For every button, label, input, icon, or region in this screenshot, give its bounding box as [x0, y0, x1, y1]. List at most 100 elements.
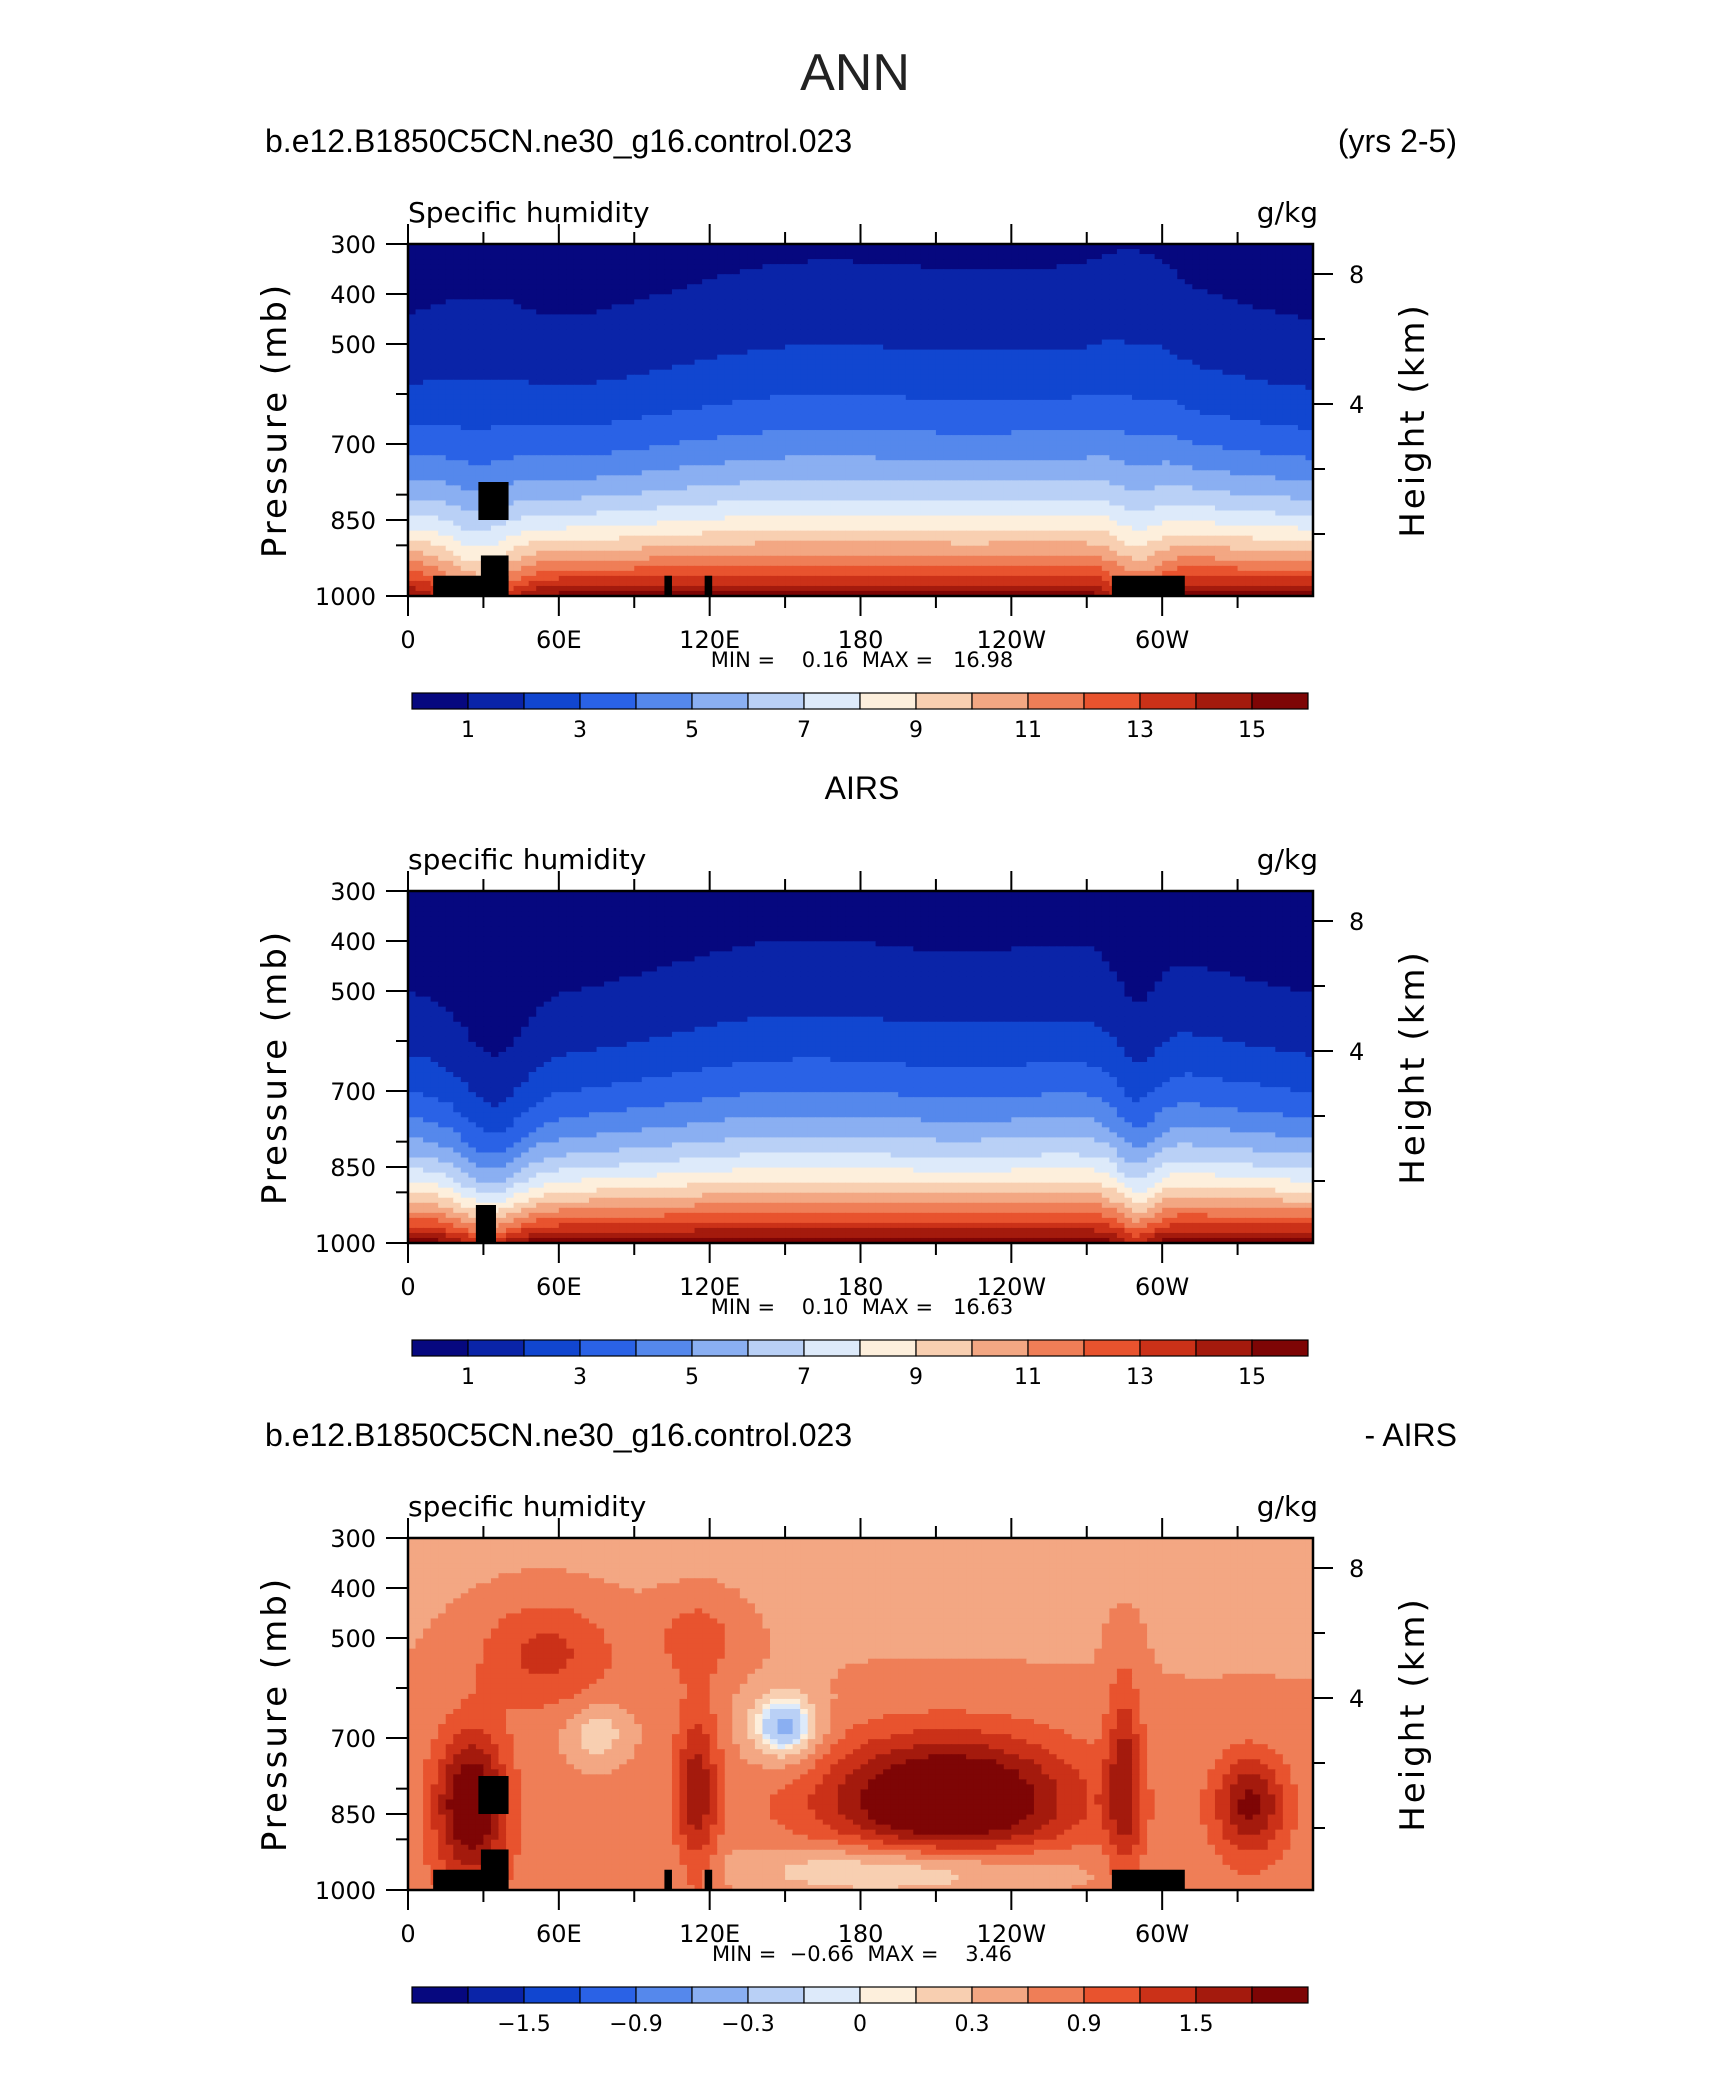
contour-field — [408, 1538, 1314, 1891]
panel-header-left: b.e12.B1850C5CN.ne30_g16.control.023 — [265, 123, 852, 159]
colorbar-box — [1251, 692, 1309, 710]
x-tick-label: 180 — [838, 1920, 884, 1948]
colorbar-label: 9 — [909, 718, 923, 743]
colorbar-box — [803, 692, 861, 710]
topography-mask — [480, 555, 509, 596]
colorbar-box — [523, 1986, 581, 2004]
height-tick-label: 4 — [1349, 1685, 1364, 1713]
colorbar-label: 3 — [573, 1365, 587, 1390]
colorbar-label: −1.5 — [497, 2012, 550, 2037]
y-axis-title-right: Height (km) — [1393, 949, 1433, 1185]
height-tick-label: 8 — [1349, 261, 1364, 289]
colorbar-box — [411, 1986, 469, 2004]
colorbar-label: 1 — [461, 1365, 475, 1390]
colorbar-box — [859, 1339, 917, 1357]
colorbar-box — [1083, 692, 1141, 710]
y-tick-label: 400 — [330, 1575, 376, 1603]
x-tick-label: 180 — [838, 1273, 884, 1301]
x-tick-label: 0 — [400, 1273, 415, 1301]
colorbar-label: 5 — [685, 1365, 699, 1390]
y-tick-label: 850 — [330, 1154, 376, 1182]
colorbar-box — [971, 1339, 1029, 1357]
x-tick-label: 120E — [679, 1920, 740, 1948]
min-max-stats: MIN = 0.16 MAX = 16.98 — [711, 648, 1013, 672]
x-tick-label: 120W — [977, 626, 1047, 654]
y-tick-label: 400 — [330, 281, 376, 309]
colorbar-box — [1139, 1339, 1197, 1357]
colorbar-box — [691, 692, 749, 710]
x-tick-label: 120W — [977, 1920, 1047, 1948]
units-label: g/kg — [1257, 1490, 1318, 1523]
topography-mask — [664, 575, 672, 596]
colorbar-box — [1083, 1339, 1141, 1357]
height-tick-label: 8 — [1349, 1555, 1364, 1583]
colorbar-box — [1251, 1339, 1309, 1357]
y-tick-label: 300 — [330, 878, 376, 906]
x-tick-label: 60W — [1135, 626, 1189, 654]
topography-mask — [664, 1869, 672, 1890]
y-axis-title: Pressure (mb) — [255, 1576, 295, 1852]
colorbar-label: 11 — [1014, 1365, 1042, 1390]
x-tick-label: 60W — [1135, 1920, 1189, 1948]
colorbar-box — [635, 692, 693, 710]
panel-header-center: AIRS — [825, 770, 900, 806]
topography-mask — [478, 482, 509, 520]
variable-label: Specific humidity — [408, 196, 650, 229]
x-tick-label: 60E — [536, 1273, 582, 1301]
panel-3: b.e12.B1850C5CN.ne30_g16.control.023 - AI… — [255, 1417, 1457, 2037]
colorbar-box — [523, 1339, 581, 1357]
colorbar-label: 0.3 — [955, 2012, 990, 2037]
contour-field — [408, 244, 1314, 597]
colorbar-box — [915, 1986, 973, 2004]
panel-2: AIRS specific humidity g/kg 0 60E 120E 180 120W… — [255, 770, 1433, 1390]
colorbar-box — [1195, 1986, 1253, 2004]
colorbar-box — [1195, 692, 1253, 710]
units-label: g/kg — [1257, 196, 1318, 229]
height-tick-label: 8 — [1349, 908, 1364, 936]
colorbar-label: 0.9 — [1067, 2012, 1102, 2037]
x-tick-label: 180 — [838, 626, 884, 654]
colorbar-box — [1139, 692, 1197, 710]
colorbar-box — [523, 692, 581, 710]
colorbar-box — [691, 1986, 749, 2004]
colorbar-box — [803, 1986, 861, 2004]
topography-mask — [1111, 575, 1185, 596]
x-tick-label: 60E — [536, 1920, 582, 1948]
colorbar: 1 3 5 7 9 11 13 15 — [411, 1339, 1309, 1390]
colorbar-box — [747, 1986, 805, 2004]
topography-mask — [704, 1869, 713, 1890]
colorbar-box — [411, 1339, 469, 1357]
topography-mask — [480, 1849, 509, 1890]
topography-mask — [475, 1205, 496, 1243]
colorbar-box — [579, 1986, 637, 2004]
colorbar-box — [467, 1339, 525, 1357]
colorbar-box — [1139, 1986, 1197, 2004]
y-tick-label: 850 — [330, 1801, 376, 1829]
colorbar-box — [859, 692, 917, 710]
height-tick-label: 4 — [1349, 391, 1364, 419]
colorbar-label: 15 — [1238, 1365, 1266, 1390]
y-tick-label: 700 — [330, 431, 376, 459]
x-tick-label: 0 — [400, 626, 415, 654]
colorbar-label: 15 — [1238, 718, 1266, 743]
colorbar-box — [747, 692, 805, 710]
y-tick-label: 300 — [330, 231, 376, 259]
x-tick-label: 0 — [400, 1920, 415, 1948]
colorbar-label: 9 — [909, 1365, 923, 1390]
colorbar-box — [915, 1339, 973, 1357]
colorbar-label: 13 — [1126, 718, 1154, 743]
y-tick-label: 1000 — [315, 1230, 376, 1258]
x-tick-label: 120W — [977, 1273, 1047, 1301]
y-tick-label: 700 — [330, 1078, 376, 1106]
colorbar-box — [691, 1339, 749, 1357]
colorbar-label: 5 — [685, 718, 699, 743]
panel-1: b.e12.B1850C5CN.ne30_g16.control.023 (yrs… — [255, 123, 1457, 743]
colorbar-box — [971, 1986, 1029, 2004]
y-tick-label: 1000 — [315, 583, 376, 611]
colorbar-box — [1251, 1986, 1309, 2004]
colorbar-box — [971, 692, 1029, 710]
colorbar-box — [915, 692, 973, 710]
figure-title: ANN — [800, 44, 910, 102]
y-tick-label: 500 — [330, 978, 376, 1006]
